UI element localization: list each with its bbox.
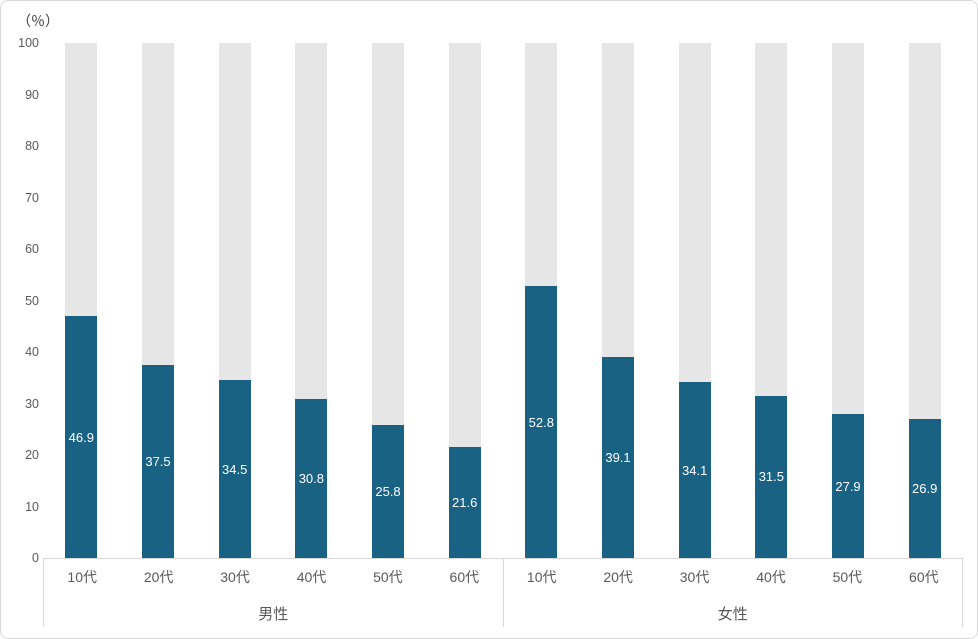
bar-remainder-segment	[678, 43, 711, 383]
bar-value-label: 27.9	[835, 478, 861, 494]
bar-value-segment: 39.1	[602, 356, 634, 558]
bar-column: 52.8	[525, 43, 558, 558]
bar-slot: 27.9	[810, 43, 887, 558]
bar-remainder-segment	[448, 43, 481, 447]
bar-column: 25.8	[372, 43, 405, 558]
y-tick-label: 20	[25, 448, 39, 462]
bar-column: 26.9	[908, 43, 941, 558]
x-axis-group-female: 10代 20代 30代 40代 50代 60代女性	[502, 559, 963, 627]
bar-value-label: 46.9	[68, 429, 94, 445]
bar-value-label: 39.1	[605, 449, 631, 465]
category-label: 40代	[756, 569, 786, 585]
bar-slot: 52.8	[503, 43, 580, 558]
bar-remainder-segment	[65, 43, 98, 317]
group-label: 男性	[258, 606, 289, 623]
bar-value-segment: 34.1	[678, 382, 711, 558]
bar-value-label: 37.5	[145, 453, 171, 469]
bar-slot: 37.5	[120, 43, 197, 558]
bar-value-label: 34.1	[682, 462, 708, 478]
bar-column: 34.5	[218, 43, 251, 558]
bar-slot: 34.5	[196, 43, 273, 558]
bar-slot: 31.5	[733, 43, 810, 558]
bar-value-segment: 21.6	[448, 446, 481, 558]
bar-slot: 46.9	[43, 43, 120, 558]
group-label: 女性	[717, 606, 748, 623]
bar-column: 39.1	[602, 43, 634, 558]
bar-value-segment: 37.5	[142, 364, 174, 558]
category-label: 60代	[909, 569, 939, 585]
y-tick-label: 100	[18, 36, 39, 50]
bar-value-segment: 25.8	[372, 425, 405, 558]
y-tick-label: 10	[25, 499, 39, 514]
bar-column: 31.5	[755, 43, 788, 558]
y-axis: 0 10 20 30 40 50 60 70 80 90 100	[1, 36, 39, 565]
category-row: 10代 20代 30代 40代 50代 60代	[504, 567, 963, 587]
bar-remainder-segment	[602, 43, 634, 357]
bar-value-label: 21.6	[452, 494, 478, 510]
bar-remainder-segment	[525, 43, 558, 287]
bar-column: 34.1	[678, 43, 711, 558]
bar-slot: 26.9	[886, 43, 963, 558]
y-tick-label: 50	[25, 293, 39, 308]
bar-group-male: 46.9 37.5 34.5 30.8 25.8 21.6	[43, 43, 503, 558]
bar-column: 46.9	[65, 43, 98, 558]
bar-remainder-segment	[372, 43, 405, 426]
bar-slot: 39.1	[580, 43, 657, 558]
bar-column: 30.8	[295, 43, 328, 558]
bar-remainder-segment	[218, 43, 251, 381]
bar-value-label: 52.8	[528, 414, 554, 430]
bar-column: 21.6	[448, 43, 481, 558]
y-tick-label: 90	[25, 87, 39, 102]
y-tick-label: 0	[32, 551, 39, 565]
bar-remainder-segment	[295, 43, 328, 400]
category-label: 50代	[373, 569, 403, 585]
category-label: 20代	[143, 569, 174, 585]
bar-value-segment: 30.8	[295, 399, 328, 558]
bar-remainder-segment	[142, 43, 174, 365]
bar-value-label: 25.8	[375, 484, 401, 500]
bar-value-label: 26.9	[912, 481, 938, 497]
y-tick-label: 40	[25, 345, 39, 359]
y-axis-unit-label: （％）	[17, 13, 59, 29]
bar-value-label: 31.5	[758, 469, 784, 485]
y-tick-label: 60	[25, 242, 39, 256]
bar-value-segment: 46.9	[65, 316, 98, 558]
y-tick-label: 80	[25, 139, 39, 153]
category-label: 30代	[220, 569, 250, 585]
bar-remainder-segment	[755, 43, 788, 396]
bar-value-segment: 31.5	[755, 395, 788, 558]
category-label: 40代	[296, 569, 327, 585]
bar-value-segment: 34.5	[218, 380, 251, 558]
category-label: 60代	[449, 569, 480, 585]
category-label: 30代	[679, 569, 710, 585]
bar-remainder-segment	[832, 43, 865, 415]
bar-group-female: 52.8 39.1 34.1 31.5 27.9 26.9	[503, 43, 963, 558]
y-tick-label: 30	[25, 396, 39, 411]
plot-area: 46.9 37.5 34.5 30.8 25.8 21.6 52.8 39.1 34.1 31.5…	[43, 43, 963, 558]
bar-value-label: 34.5	[222, 461, 248, 477]
bar-value-segment: 52.8	[525, 286, 558, 558]
bar-value-label: 30.8	[298, 471, 324, 487]
x-axis-group-male: 10代 20代 30代 40代 50代 60代男性	[44, 559, 503, 627]
bar-slot: 25.8	[350, 43, 427, 558]
bar-slot: 21.6	[426, 43, 503, 558]
bar-column: 37.5	[142, 43, 174, 558]
x-axis: 10代 20代 30代 40代 50代 60代男性 10代 20代 30代 40代 50代 60代女性	[43, 558, 963, 627]
bar-remainder-segment	[908, 43, 941, 420]
category-label: 10代	[526, 569, 557, 585]
category-row: 10代 20代 30代 40代 50代 60代	[44, 567, 503, 587]
bar-value-segment: 27.9	[832, 414, 865, 558]
bar-column: 27.9	[832, 43, 865, 558]
y-tick-label: 70	[25, 190, 39, 205]
category-label: 50代	[832, 569, 863, 585]
bar-slot: 30.8	[273, 43, 350, 558]
bar-slot: 34.1	[656, 43, 733, 558]
category-label: 10代	[67, 569, 97, 585]
category-label: 20代	[603, 569, 633, 585]
bar-value-segment: 26.9	[908, 419, 941, 558]
